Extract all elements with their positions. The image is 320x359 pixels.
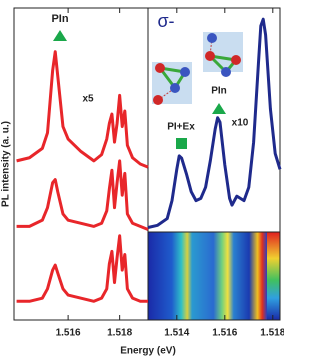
spectrum-line (16, 234, 148, 303)
color-map (148, 232, 267, 320)
x-axis-label: Energy (eV) (120, 346, 176, 357)
x-tick-label: 1.518 (260, 328, 284, 339)
annotation: PIn (211, 86, 227, 97)
plex-marker (176, 138, 187, 149)
pin-marker (53, 30, 67, 41)
annotation: x5 (82, 94, 94, 105)
left-frame (13, 7, 149, 321)
annotation: σ- (157, 11, 174, 31)
x-tick-label: 1.516 (212, 328, 237, 339)
figure: PL intensity (a. u.) Energy (eV) 1.516 1.… (1, 7, 284, 357)
spectrum-line (16, 159, 149, 231)
x-tick-label: 1.516 (56, 328, 81, 339)
pin-marker (212, 103, 226, 114)
spectrum-line (147, 17, 282, 229)
inset-molecule (203, 32, 243, 77)
y-axis-label: PL intensity (a. u.) (1, 121, 12, 207)
annotation: PI+Ex (167, 122, 195, 133)
color-bar (267, 232, 280, 320)
annotation: x10 (232, 118, 249, 129)
x-tick-label: 1.518 (107, 328, 132, 339)
right-frame (147, 7, 281, 321)
annotation: PIn (51, 13, 68, 25)
inset-molecule (152, 62, 192, 105)
x-tick-label: 1.514 (164, 328, 189, 339)
spectrum-line (16, 50, 149, 169)
